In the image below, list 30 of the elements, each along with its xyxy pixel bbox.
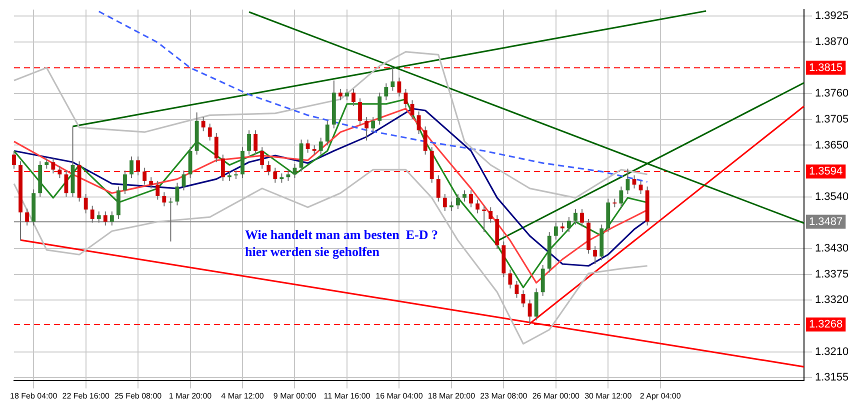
ref-line-label: 1.3815 [809,62,843,74]
y-tick-label: 1.3705 [815,113,849,126]
x-tick-label: 30 Mar 12:00 [584,391,632,400]
x-tick-label: 22 Feb 16:00 [62,391,110,400]
ref-line-label: 1.3594 [809,166,843,178]
y-tick-label: 1.3155 [815,372,849,384]
annotation: hier werden sie geholfen [245,243,380,260]
y-tick-label: 1.3760 [815,88,849,100]
y-tick-label: 1.3430 [815,242,849,255]
y-tick-label: 1.3650 [815,139,849,152]
x-tick-label: 23 Mar 08:00 [480,391,528,400]
ref-line-label: 1.3268 [809,318,843,331]
y-tick-label: 1.3925 [815,10,849,22]
x-tick-label: 26 Mar 00:00 [532,391,580,400]
x-tick-label: 9 Mar 00:00 [273,391,317,400]
y-tick-label: 1.3375 [815,268,849,280]
x-tick-label: 4 Mar 12:00 [221,391,264,400]
y-tick-label: 1.3210 [815,346,849,358]
y-tick-label: 1.3320 [815,294,849,306]
x-tick-label: 25 Feb 08:00 [114,391,162,400]
x-tick-label: 11 Mar 16:00 [324,391,371,400]
y-tick-label: 1.3540 [815,190,849,203]
x-tick-label: 18 Mar 20:00 [428,391,476,400]
annotation: Wie handelt man am besten E-D ? [245,226,438,243]
x-tick-label: 1 Mar 20:00 [168,391,212,400]
x-tick-label: 18 Feb 04:00 [10,391,58,400]
ref-line-label: 1.3487 [809,216,843,228]
y-tick-label: 1.3870 [815,36,849,48]
x-tick-label: 2 Apr 04:00 [640,391,682,400]
x-tick-label: 16 Mar 04:00 [376,391,424,400]
